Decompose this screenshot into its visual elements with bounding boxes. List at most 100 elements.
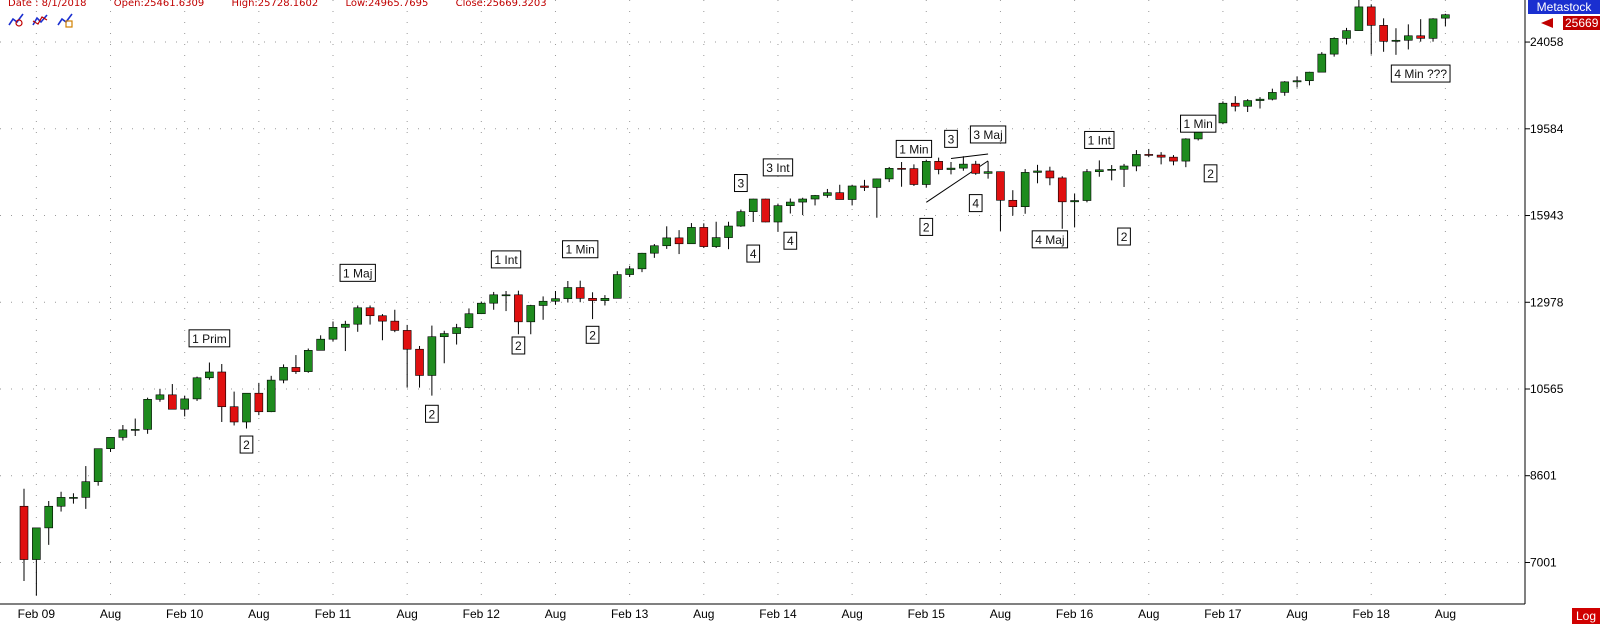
chart-zoom-icon[interactable] [8, 12, 24, 28]
wave-label-box [1084, 130, 1115, 149]
x-axis: Feb 09 Aug Feb 10 Aug Feb 11 Aug Feb 12 Aug Feb … [0, 603, 1525, 621]
candle [254, 382, 264, 416]
candle [118, 425, 128, 441]
candle-body [489, 294, 498, 304]
candle [897, 162, 906, 187]
y-tick-label: 15943 [1530, 209, 1564, 223]
candle-body [1441, 14, 1450, 19]
wave-label-box [762, 158, 794, 177]
x-tick-label: Aug [100, 607, 121, 621]
wave-label-box [746, 244, 761, 263]
candle [983, 161, 993, 179]
candle [526, 304, 536, 335]
wave-label: 3 Int [762, 158, 794, 177]
chart-settings-icon[interactable] [57, 12, 73, 28]
candle-body [93, 448, 103, 482]
candle-body [612, 274, 622, 299]
wave-label: 2 [1203, 164, 1218, 183]
candle [168, 384, 177, 410]
candle [1366, 4, 1376, 55]
candle-body [884, 168, 894, 180]
candle-body [983, 171, 993, 174]
candle [229, 391, 239, 426]
candle [130, 418, 140, 437]
candle-body [959, 163, 968, 169]
trendline [950, 153, 989, 160]
candle-body [625, 268, 634, 275]
candle [489, 291, 498, 310]
wave-label: 4 Maj [1031, 230, 1069, 249]
candle [316, 335, 325, 351]
candle-body [81, 481, 91, 498]
info-high: High:25728.1602 [231, 0, 319, 9]
candle [106, 437, 115, 452]
candle-body [1404, 35, 1413, 41]
wave-label: 2 [425, 404, 439, 423]
candle-body [1428, 18, 1438, 39]
candle [1082, 169, 1092, 203]
candle-body [291, 367, 301, 372]
candle-body [56, 497, 66, 507]
candle-body [588, 298, 597, 301]
wave-label-text: 4 [972, 197, 979, 211]
x-tick-label: Feb 09 [18, 607, 56, 621]
candle [1144, 148, 1154, 158]
candle [19, 488, 29, 582]
candle-body [1305, 71, 1314, 82]
candle-body [563, 287, 573, 299]
candle [1181, 138, 1191, 168]
candle-body [823, 192, 832, 196]
candle-body [1169, 156, 1178, 162]
candle-body [192, 377, 202, 400]
candle [1132, 150, 1141, 172]
info-low: Low:24965.7695 [345, 0, 429, 9]
candle-body [786, 201, 795, 206]
candle-body [514, 294, 523, 323]
candle-body [748, 198, 758, 212]
candle-body [1366, 6, 1376, 26]
wave-label-box [511, 336, 526, 355]
candle-body [118, 429, 128, 438]
candle [711, 221, 721, 249]
candle-body [736, 211, 746, 227]
wave-label-box [1180, 114, 1217, 133]
x-tick-label: Aug [1138, 607, 1159, 621]
candle-body [971, 163, 981, 174]
wave-label-text: 2 [1121, 230, 1128, 244]
x-tick-label: Feb 13 [611, 607, 649, 621]
candle-body [1218, 102, 1228, 124]
y-axis: 7001 8601 10565 12978 15943 19584 24058 [1524, 0, 1564, 604]
candle-body [69, 497, 78, 499]
wave-label-box [562, 240, 599, 259]
candle [415, 345, 424, 388]
candle [93, 448, 103, 486]
candle-body [328, 327, 338, 340]
candle-body [551, 298, 560, 302]
candle [378, 314, 387, 341]
x-tick-label: Aug [396, 607, 417, 621]
candle [217, 364, 227, 422]
candle-body [575, 287, 585, 299]
wave-label-text: 1 Min [566, 243, 595, 257]
candle-body [1391, 39, 1401, 42]
chart-grid [0, 0, 1525, 604]
candle [699, 223, 709, 249]
candle-body [217, 371, 227, 408]
candle-body [1317, 53, 1327, 73]
candle-body [674, 237, 684, 245]
wave-label-box [968, 194, 983, 213]
wave-label-box [969, 125, 1007, 144]
candle [32, 527, 41, 596]
wave-label: 4 [968, 194, 983, 213]
x-tick-label: Feb 15 [908, 607, 946, 621]
wave-label: 1 Maj [339, 263, 376, 282]
log-scale-toggle[interactable]: Log [1572, 608, 1600, 624]
candle [1033, 164, 1042, 184]
candle [575, 280, 585, 303]
candle-body [538, 300, 548, 306]
candle [761, 198, 770, 223]
candle [402, 324, 412, 388]
wave-label-box [1390, 64, 1451, 83]
candle-body [1354, 6, 1364, 31]
